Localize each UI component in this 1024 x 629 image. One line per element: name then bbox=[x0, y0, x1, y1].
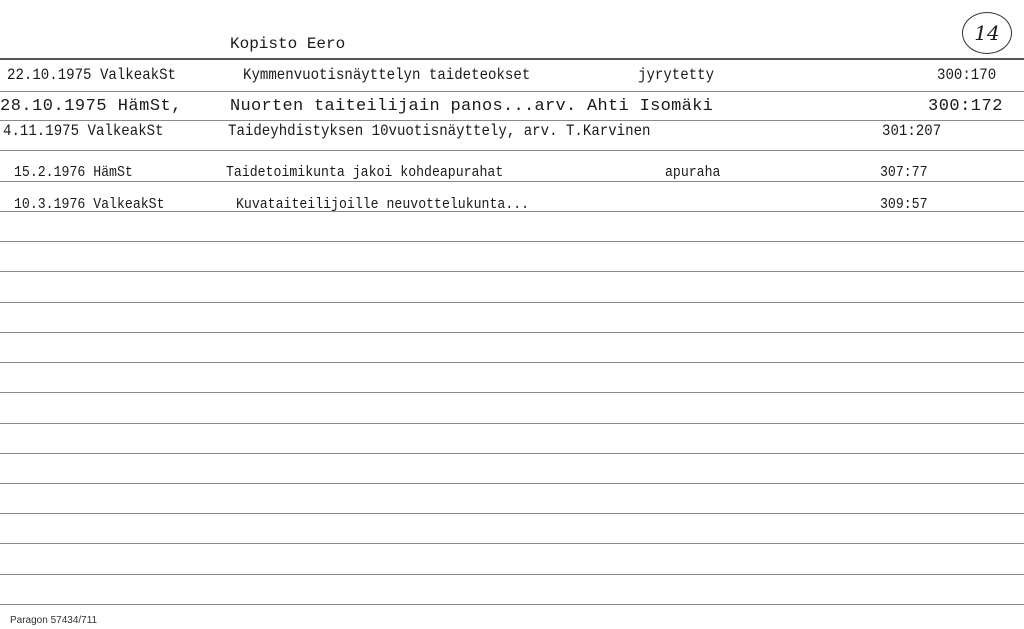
rule bbox=[0, 604, 1024, 605]
rule bbox=[0, 91, 1024, 92]
entry-ref: 300:172 bbox=[928, 97, 1003, 116]
entry-title: Taideyhdistyksen 10vuotisnäyttely, arv. … bbox=[228, 122, 651, 140]
entry-ref: 300:170 bbox=[937, 66, 997, 84]
rule bbox=[0, 271, 1024, 272]
rule bbox=[0, 332, 1024, 333]
entry-title: Kuvataiteilijoille neuvottelukunta... bbox=[236, 196, 530, 213]
rule bbox=[0, 483, 1024, 484]
entry-title: Kymmenvuotisnäyttelyn taideteokset bbox=[243, 66, 531, 84]
entry-date-source: 28.10.1975 HämSt, bbox=[0, 97, 182, 116]
rule bbox=[0, 302, 1024, 303]
entry-ref: 309:57 bbox=[880, 196, 928, 213]
rule bbox=[0, 513, 1024, 514]
rule bbox=[0, 423, 1024, 424]
card-number-circled: 14 bbox=[962, 12, 1012, 54]
entry-date-source: 22.10.1975 ValkeakSt bbox=[7, 66, 176, 84]
rule bbox=[0, 211, 1024, 212]
header-rule bbox=[0, 58, 1024, 60]
entry-date-source: 10.3.1976 ValkeakSt bbox=[14, 196, 165, 213]
rule bbox=[0, 241, 1024, 242]
entry-note: apuraha bbox=[665, 164, 721, 181]
card-title: Kopisto Eero bbox=[230, 35, 346, 53]
entry-date-source: 15.2.1976 HämSt bbox=[14, 164, 133, 181]
rule bbox=[0, 181, 1024, 182]
entry-ref: 301:207 bbox=[882, 122, 942, 140]
entry-title: Nuorten taiteilijain panos...arv. Ahti I… bbox=[230, 97, 714, 116]
entry-note: jyrytetty bbox=[638, 66, 715, 84]
rule bbox=[0, 453, 1024, 454]
rule bbox=[0, 362, 1024, 363]
printer-mark: Paragon 57434/711 bbox=[10, 615, 98, 626]
rule bbox=[0, 392, 1024, 393]
rule bbox=[0, 150, 1024, 151]
rule bbox=[0, 543, 1024, 544]
rule bbox=[0, 120, 1024, 121]
entry-date-source: 4.11.1975 ValkeakSt bbox=[3, 122, 164, 140]
rule bbox=[0, 574, 1024, 575]
entry-title: Taidetoimikunta jakoi kohdeapurahat bbox=[226, 164, 504, 181]
entry-ref: 307:77 bbox=[880, 164, 928, 181]
